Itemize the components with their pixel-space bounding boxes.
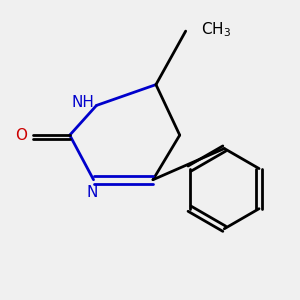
Text: N: N: [86, 185, 98, 200]
Text: O: O: [15, 128, 27, 142]
Text: CH$_3$: CH$_3$: [200, 20, 231, 39]
Text: NH: NH: [72, 95, 94, 110]
